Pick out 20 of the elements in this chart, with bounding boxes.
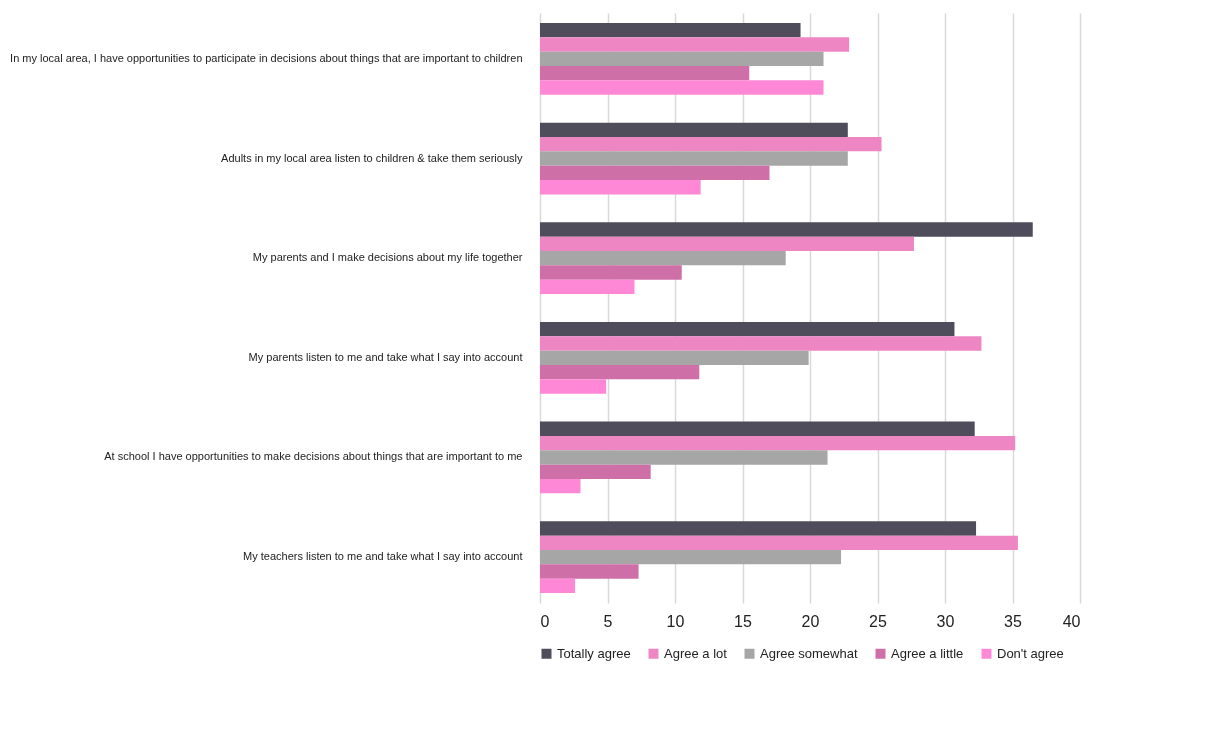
y-tick-label: My parents listen to me and take what I say into account xyxy=(248,350,523,363)
legend-label: Agree a lot xyxy=(664,645,728,661)
x-tick-label: 5 xyxy=(603,612,613,630)
x-tick-label: 20 xyxy=(801,612,820,630)
legend-label: Totally agree xyxy=(557,645,631,661)
legend-label: Don't agree xyxy=(997,645,1064,661)
legend-label: Agree a little xyxy=(891,645,964,661)
x-tick-label: 25 xyxy=(869,612,887,630)
x-tick-label: 30 xyxy=(936,612,955,630)
x-tick-label: 35 xyxy=(1004,612,1022,630)
x-tick-label: 10 xyxy=(666,612,685,630)
y-tick-label: At school I have opportunities to make decisions about things that are important to me xyxy=(104,450,523,463)
legend-label: Agree somewhat xyxy=(760,645,858,661)
x-tick-label: 40 xyxy=(1062,612,1081,630)
y-tick-label: Adults in my local area listen to children & take them seriously xyxy=(221,151,523,164)
y-tick-label: In my local area, I have opportunities to participate in decisions about things that are important to children xyxy=(10,51,523,64)
x-tick-label: 15 xyxy=(734,612,752,630)
x-tick-label: 0 xyxy=(540,612,550,630)
y-tick-label: My parents and I make decisions about my life together xyxy=(252,251,523,264)
y-tick-label: My teachers listen to me and take what I say into account xyxy=(243,550,523,563)
